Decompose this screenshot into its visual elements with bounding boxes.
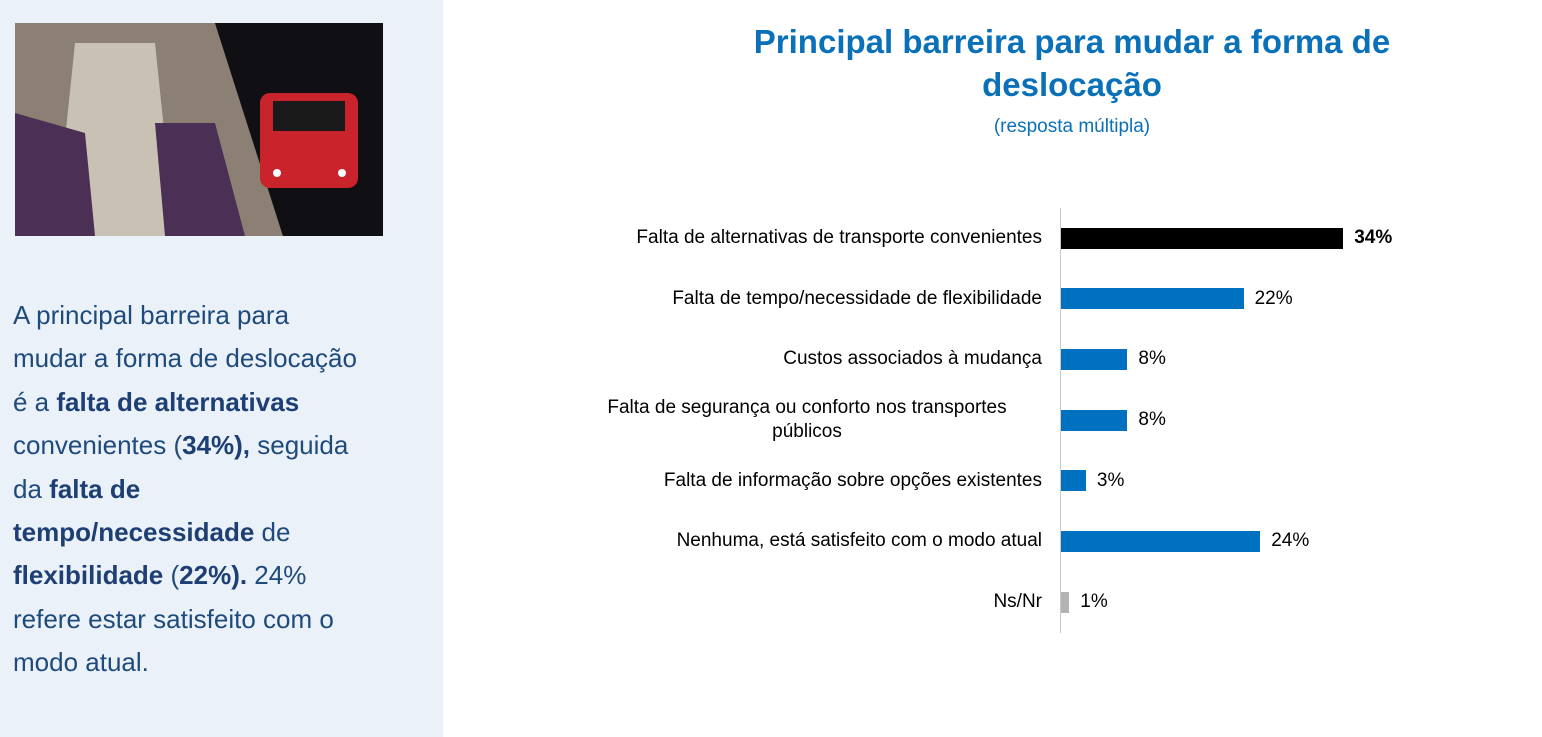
text-run: seguida da — [13, 430, 349, 504]
value-label: 34% — [1354, 227, 1393, 248]
bar — [1061, 591, 1070, 613]
text-run: 34%), — [182, 430, 251, 461]
category-label-row: Custos associados à mudança — [783, 329, 1042, 389]
category-label-row: Falta de tempo/necessidade de flexibilid… — [672, 269, 1042, 329]
category-label: Falta de segurança ou conforto nos trans… — [607, 397, 1007, 442]
category-label-row: Falta de alternativas de transporte conv… — [636, 208, 1042, 268]
category-label-row: Falta de segurança ou conforto nos trans… — [572, 390, 1042, 450]
text-run: ( — [163, 560, 180, 591]
value-label: 1% — [1080, 591, 1108, 613]
bar — [1061, 530, 1261, 552]
value-label: 8% — [1138, 348, 1166, 370]
category-label: Falta de informação sobre opções existen… — [663, 469, 1042, 491]
bar — [1061, 227, 1344, 249]
category-label-row: Nenhuma, está satisfeito com o modo atua… — [677, 511, 1042, 571]
text-run: falta de alternativas — [56, 386, 300, 417]
category-label: Custos associados à mudança — [783, 348, 1042, 370]
category-label: Falta de tempo/necessidade de flexibilid… — [672, 287, 1042, 309]
text-run: flexibilidade — [13, 560, 164, 591]
chart-subtitle: (resposta múltipla) — [993, 116, 1151, 137]
value-label: 3% — [1096, 469, 1125, 491]
photo — [15, 23, 383, 236]
value-label: 22% — [1254, 287, 1293, 309]
value-label: 24% — [1271, 530, 1310, 552]
category-axis — [1060, 208, 1061, 633]
category-label: Falta de alternativas de transporte conv… — [636, 227, 1042, 248]
text-run: convenientes ( — [13, 430, 183, 461]
bar — [1061, 348, 1128, 370]
text-run: 22%). — [179, 560, 248, 591]
category-label: Ns/Nr — [993, 591, 1042, 613]
bar — [1061, 409, 1128, 431]
category-label-row: Ns/Nr — [993, 572, 1042, 632]
category-label: Nenhuma, está satisfeito com o modo atua… — [676, 530, 1042, 552]
bar — [1061, 288, 1244, 310]
text-run: falta de tempo/necessidade — [13, 473, 255, 548]
chart-title: Principal barreira para mudar a forma de… — [753, 23, 1391, 103]
value-label: 8% — [1138, 409, 1166, 430]
text-run: de — [254, 517, 291, 548]
bar — [1061, 470, 1086, 492]
summary-text: A principal barreira para mudar a forma … — [13, 294, 358, 685]
category-label-row: Falta de informação sobre opções existen… — [664, 451, 1042, 511]
text-run: A principal barreira para mudar a forma … — [13, 300, 357, 417]
sidebar: A principal barreira para mudar a forma … — [0, 0, 443, 737]
text-run: 24% refere estar satisfeito com o modo a… — [13, 560, 334, 678]
